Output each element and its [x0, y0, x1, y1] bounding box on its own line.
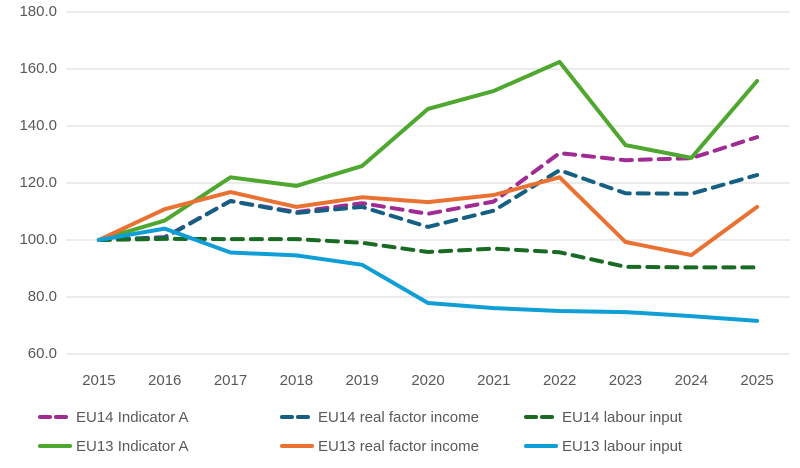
legend-label: EU14 labour input: [562, 408, 683, 426]
legend-swatch-dashed-dark-green: [524, 415, 558, 419]
legend-item-eu13-indicator-a: EU13 Indicator A: [38, 435, 189, 457]
legend-label: EU13 labour input: [562, 437, 683, 455]
legend-swatch-solid-green: [38, 444, 72, 448]
legend-label: EU13 Indicator A: [76, 437, 189, 455]
x-tick-label: 2021: [477, 372, 510, 389]
y-tick-label: 100.0: [19, 231, 57, 248]
y-tick-label: 80.0: [28, 288, 57, 305]
legend-swatch-solid-orange: [280, 444, 314, 448]
legend-swatch-dashed-purple: [38, 415, 72, 419]
series-line-eu13-indicator-a: [96, 59, 760, 242]
x-tick-label: 2020: [411, 372, 444, 389]
y-tick-label: 180.0: [19, 3, 57, 20]
y-axis-ticks: 60.0 80.0 100.0 120.0 140.0 160.0 180.0: [19, 3, 57, 362]
legend: EU14 Indicator A EU14 real factor income…: [0, 400, 800, 468]
y-tick-label: 140.0: [19, 117, 57, 134]
series-lines: [96, 59, 760, 323]
legend-item-eu13-labour-input: EU13 labour input: [524, 435, 682, 457]
legend-swatch-dashed-dark-blue: [280, 415, 314, 419]
legend-label: EU14 Indicator A: [76, 408, 189, 426]
x-tick-label: 2023: [609, 372, 642, 389]
x-tick-label: 2025: [740, 372, 773, 389]
legend-item-eu14-indicator-a: EU14 Indicator A: [38, 406, 189, 428]
legend-label: EU13 real factor income: [318, 437, 479, 455]
x-tick-label: 2019: [345, 372, 378, 389]
series-line-eu14-real-factor-income: [96, 168, 760, 242]
y-tick-label: 160.0: [19, 60, 57, 77]
y-tick-label: 60.0: [28, 345, 57, 362]
x-tick-label: 2015: [82, 372, 115, 389]
series-line-eu13-real-factor-income: [96, 175, 760, 258]
legend-item-eu13-real-factor-income: EU13 real factor income: [280, 435, 479, 457]
x-tick-label: 2018: [280, 372, 313, 389]
x-tick-label: 2022: [543, 372, 576, 389]
legend-item-eu14-labour-input: EU14 labour input: [524, 406, 682, 428]
legend-item-eu14-real-factor-income: EU14 real factor income: [280, 406, 479, 428]
x-tick-label: 2024: [675, 372, 708, 389]
x-axis-ticks: 2015 2016 2017 2018 2019 2020 2021 2022 2023 2024…: [82, 372, 774, 389]
x-tick-label: 2016: [148, 372, 181, 389]
series-line-eu14-labour-input: [96, 236, 760, 270]
y-tick-label: 120.0: [19, 174, 57, 191]
legend-label: EU14 real factor income: [318, 408, 479, 426]
series-line-eu13-labour-input: [96, 226, 760, 323]
legend-swatch-solid-light-blue: [524, 444, 558, 448]
x-tick-label: 2017: [214, 372, 247, 389]
